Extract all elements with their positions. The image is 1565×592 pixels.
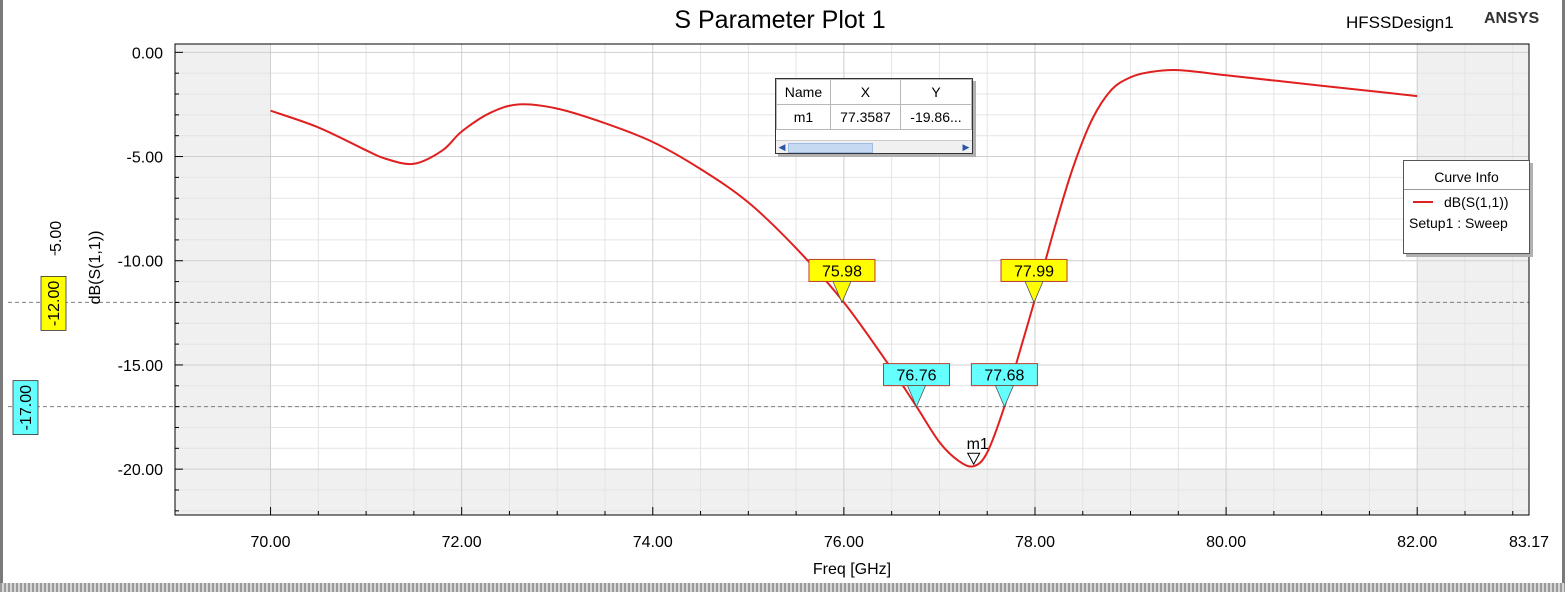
reference-label-box — [12, 380, 39, 436]
minor-grid — [175, 44, 1529, 515]
y-tick-label: -5.00 — [127, 150, 164, 167]
delta-markers[interactable]: 75.98 77.99 76.76 77.68 — [808, 258, 1068, 408]
marker-table-cell-name: m1 — [776, 104, 831, 130]
scroll-right-icon[interactable]: ▶ — [962, 142, 970, 152]
x-tick-labels: 70.00 72.00 74.00 76.00 78.00 80.00 82.00 83.17 — [251, 534, 1550, 551]
plot-title: S Parameter Plot 1 — [674, 6, 886, 34]
marker-table-header-y: Y — [899, 79, 973, 105]
curve-info-title: Curve Info — [1434, 169, 1499, 185]
x-axis-title: Freq [GHz] — [813, 561, 891, 578]
reference-line-label[interactable]: -12.00 — [40, 276, 67, 331]
reference-lines — [8, 301, 1529, 408]
marker-m1-label: m1 — [967, 436, 989, 453]
x-tick-label: 70.00 — [251, 534, 291, 551]
legend-curve-name[interactable]: dB(S(1,1)) — [1444, 194, 1509, 210]
reference-line-label[interactable]: -17.00 — [12, 380, 39, 436]
marker-label-text: 77.99 — [1014, 263, 1054, 280]
marker-table[interactable]: Name X Y m1 77.3587 -19.86... ◀ ▶ — [775, 78, 973, 154]
window-left-border — [0, 0, 3, 585]
marker-pointer — [832, 281, 852, 304]
major-grid — [175, 44, 1529, 515]
marker-label-text: 77.68 — [984, 368, 1024, 385]
y-tick-labels: 0.00 -5.00 -10.00 -15.00 -20.00 — [118, 45, 163, 479]
marker-table-grid: Name X Y m1 77.3587 -19.86... — [776, 79, 973, 130]
reference-label-text: -17.00 — [18, 385, 35, 430]
delta-marker[interactable]: 75.98 — [808, 258, 876, 304]
y-axis-title: dB(S(1,1)) — [87, 231, 104, 305]
y-tick-label: -20.00 — [118, 462, 163, 479]
reference-line-labels[interactable]: -12.00 5.00 -17.00 — [12, 221, 67, 436]
marker-table-cell-x: 77.3587 — [829, 104, 901, 130]
reference-label-box — [40, 276, 67, 331]
delta-marker[interactable]: 77.99 — [1000, 258, 1068, 304]
marker-pointer — [906, 385, 927, 408]
marker-label-text: 76.76 — [896, 368, 936, 385]
marker-table-scrollbar[interactable]: ◀ ▶ — [776, 140, 972, 153]
brand-logo: ANSYS — [1484, 10, 1540, 27]
x-tick-label: 83.17 — [1509, 534, 1549, 551]
status-strip — [0, 583, 1565, 592]
marker-table-header-name: Name — [776, 79, 831, 105]
x-tick-label: 74.00 — [633, 534, 673, 551]
curve-info-legend[interactable]: Curve Info dB(S(1,1)) Setup1 : Sweep — [1403, 160, 1530, 254]
curve-info-divider — [1404, 189, 1529, 190]
design-name: HFSSDesign1 — [1346, 13, 1454, 32]
marker-label-text: 75.98 — [822, 263, 862, 280]
delta-marker[interactable]: 77.68 — [970, 363, 1038, 408]
marker-pointer — [1024, 281, 1044, 304]
legend-setup-name: Setup1 : Sweep — [1409, 215, 1508, 231]
reference-dash-label: 5.00 — [48, 221, 65, 252]
plot-border — [174, 43, 1530, 516]
y-tick-label: -15.00 — [118, 358, 163, 375]
marker-pointer — [994, 385, 1015, 408]
legend-line-swatch — [1413, 201, 1433, 203]
reference-label-text: -12.00 — [46, 281, 63, 326]
delta-marker[interactable]: 76.76 — [882, 363, 950, 408]
marker-m1[interactable]: m1 — [966, 436, 989, 466]
marker-table-header-row: Name X Y — [776, 79, 973, 105]
y-tick-label: 0.00 — [132, 45, 163, 62]
x-tick-label: 82.00 — [1397, 534, 1437, 551]
scroll-left-icon[interactable]: ◀ — [778, 142, 786, 152]
x-tick-label: 72.00 — [442, 534, 482, 551]
marker-m1-triangle-icon — [966, 452, 981, 466]
y-tick-label: -10.00 — [118, 254, 163, 271]
marker-table-row[interactable]: m1 77.3587 -19.86... — [776, 104, 973, 130]
x-tick-label: 80.00 — [1206, 534, 1246, 551]
marker-table-header-x: X — [829, 79, 901, 105]
scroll-thumb[interactable] — [788, 143, 873, 153]
x-tick-label: 78.00 — [1015, 534, 1055, 551]
window-right-border — [1562, 0, 1565, 585]
marker-table-cell-y: -19.86... — [899, 104, 973, 130]
series-line-dB-S11[interactable] — [270, 68, 1418, 468]
axis-ticks — [175, 51, 1514, 515]
x-tick-label: 76.00 — [824, 534, 864, 551]
